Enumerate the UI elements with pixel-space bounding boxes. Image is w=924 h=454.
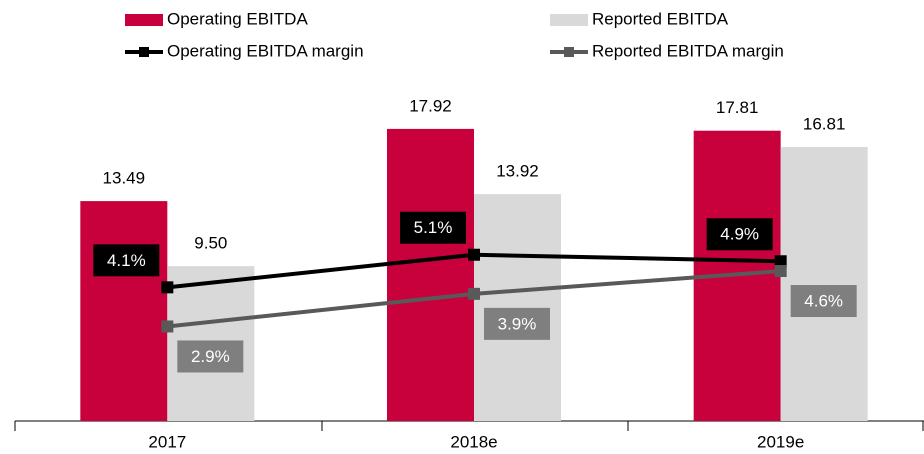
line-marker <box>774 255 787 268</box>
value-label-box <box>93 244 160 277</box>
legend-marker <box>139 47 149 57</box>
x-tick-label: 2017 <box>148 432 186 451</box>
value-label: 4.6% <box>804 292 843 311</box>
bar <box>474 194 561 421</box>
legend-label: Reported EBITDA margin <box>592 41 784 60</box>
value-label: 17.81 <box>716 98 759 117</box>
value-label-box <box>790 285 857 318</box>
legend-marker <box>564 47 574 57</box>
legend-label: Operating EBITDA <box>167 9 308 28</box>
legend-label: Operating EBITDA margin <box>167 41 364 60</box>
line-marker <box>468 248 480 261</box>
line-marker <box>774 265 787 278</box>
value-label-box <box>400 211 466 244</box>
line-marker <box>161 281 174 294</box>
bar <box>387 128 474 422</box>
line-marker <box>468 287 480 300</box>
value-label: 3.9% <box>498 314 537 333</box>
value-label: 13.49 <box>103 169 146 188</box>
value-label: 5.1% <box>414 218 453 237</box>
value-label: 4.9% <box>720 225 759 244</box>
legend-swatch <box>125 14 163 26</box>
bar <box>80 201 168 421</box>
value-label-box <box>484 307 550 340</box>
value-label-box <box>177 340 244 373</box>
legend-swatch <box>550 14 588 26</box>
x-tick-label: 2018e <box>450 432 497 451</box>
value-label: 9.50 <box>194 234 227 253</box>
bar <box>780 146 868 421</box>
value-label: 4.1% <box>107 251 146 270</box>
legend-label: Reported EBITDA <box>592 9 729 28</box>
value-label: 17.92 <box>409 96 452 115</box>
value-label: 13.92 <box>496 162 539 181</box>
line-marker <box>161 320 174 333</box>
value-label: 2.9% <box>191 347 230 366</box>
value-label: 16.81 <box>803 114 846 133</box>
value-label-box <box>706 218 773 251</box>
x-tick-label: 2019e <box>757 432 804 451</box>
